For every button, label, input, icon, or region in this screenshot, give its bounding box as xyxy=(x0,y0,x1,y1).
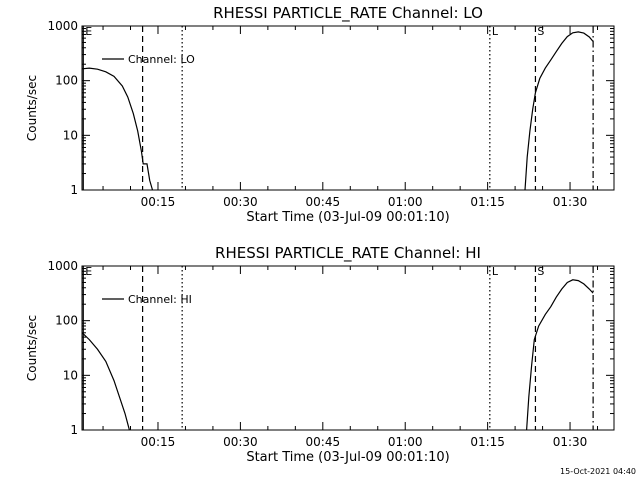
chart-title: RHESSI PARTICLE_RATE Channel: LO xyxy=(213,4,483,23)
y-tick-label: 100 xyxy=(55,74,78,88)
x-tick-label: 01:15 xyxy=(470,195,505,209)
x-tick-label: 00:30 xyxy=(223,435,258,449)
series-line xyxy=(82,67,154,191)
x-axis-label: Start Time (03-Jul-09 00:01:10) xyxy=(246,210,449,225)
chart-panel-lo: RHESSI PARTICLE_RATE Channel: LO 00:15 00:… xyxy=(25,4,615,225)
series-line xyxy=(526,279,594,431)
y-tick-label: 1000 xyxy=(47,19,78,33)
marker-label: E xyxy=(85,265,92,278)
y-tick-label: 10 xyxy=(63,368,78,382)
series-line xyxy=(524,31,594,191)
y-tick-label: 10 xyxy=(63,128,78,142)
chart-panel-hi: RHESSI PARTICLE_RATE Channel: HI 00:15 00:… xyxy=(25,244,615,465)
y-tick-label: 100 xyxy=(55,314,78,328)
x-tick-label: 01:15 xyxy=(470,435,505,449)
y-axis-label: Counts/sec xyxy=(25,75,39,141)
marker-label: S xyxy=(537,25,544,38)
y-tick-label: 1 xyxy=(70,423,78,437)
x-tick-label: 00:45 xyxy=(306,195,341,209)
marker-label: L xyxy=(492,265,499,278)
plot-frame xyxy=(81,25,615,191)
x-tick-label: 00:15 xyxy=(141,195,176,209)
x-tick-label: 00:45 xyxy=(306,435,341,449)
series-line xyxy=(81,332,130,431)
y-tick-label: 1 xyxy=(70,183,78,197)
marker-label: S xyxy=(537,265,544,278)
x-axis-label: Start Time (03-Jul-09 00:01:10) xyxy=(246,450,449,465)
x-tick-label: 00:15 xyxy=(141,435,176,449)
legend-label: Channel: LO xyxy=(128,53,195,66)
x-tick-label: 01:00 xyxy=(388,195,423,209)
marker-label: L xyxy=(492,25,499,38)
x-tick-label: 01:00 xyxy=(388,435,423,449)
x-tick-label: 01:30 xyxy=(553,195,588,209)
chart-title: RHESSI PARTICLE_RATE Channel: HI xyxy=(215,244,481,263)
x-tick-label: 01:30 xyxy=(553,435,588,449)
marker-label: E xyxy=(85,25,92,38)
y-axis-label: Counts/sec xyxy=(25,315,39,381)
y-tick-label: 1000 xyxy=(47,259,78,273)
legend-label: Channel: HI xyxy=(128,293,192,306)
plot-frame xyxy=(81,265,615,431)
timestamp-stamp: 15-Oct-2021 04:40 xyxy=(560,467,636,476)
x-tick-label: 00:30 xyxy=(223,195,258,209)
